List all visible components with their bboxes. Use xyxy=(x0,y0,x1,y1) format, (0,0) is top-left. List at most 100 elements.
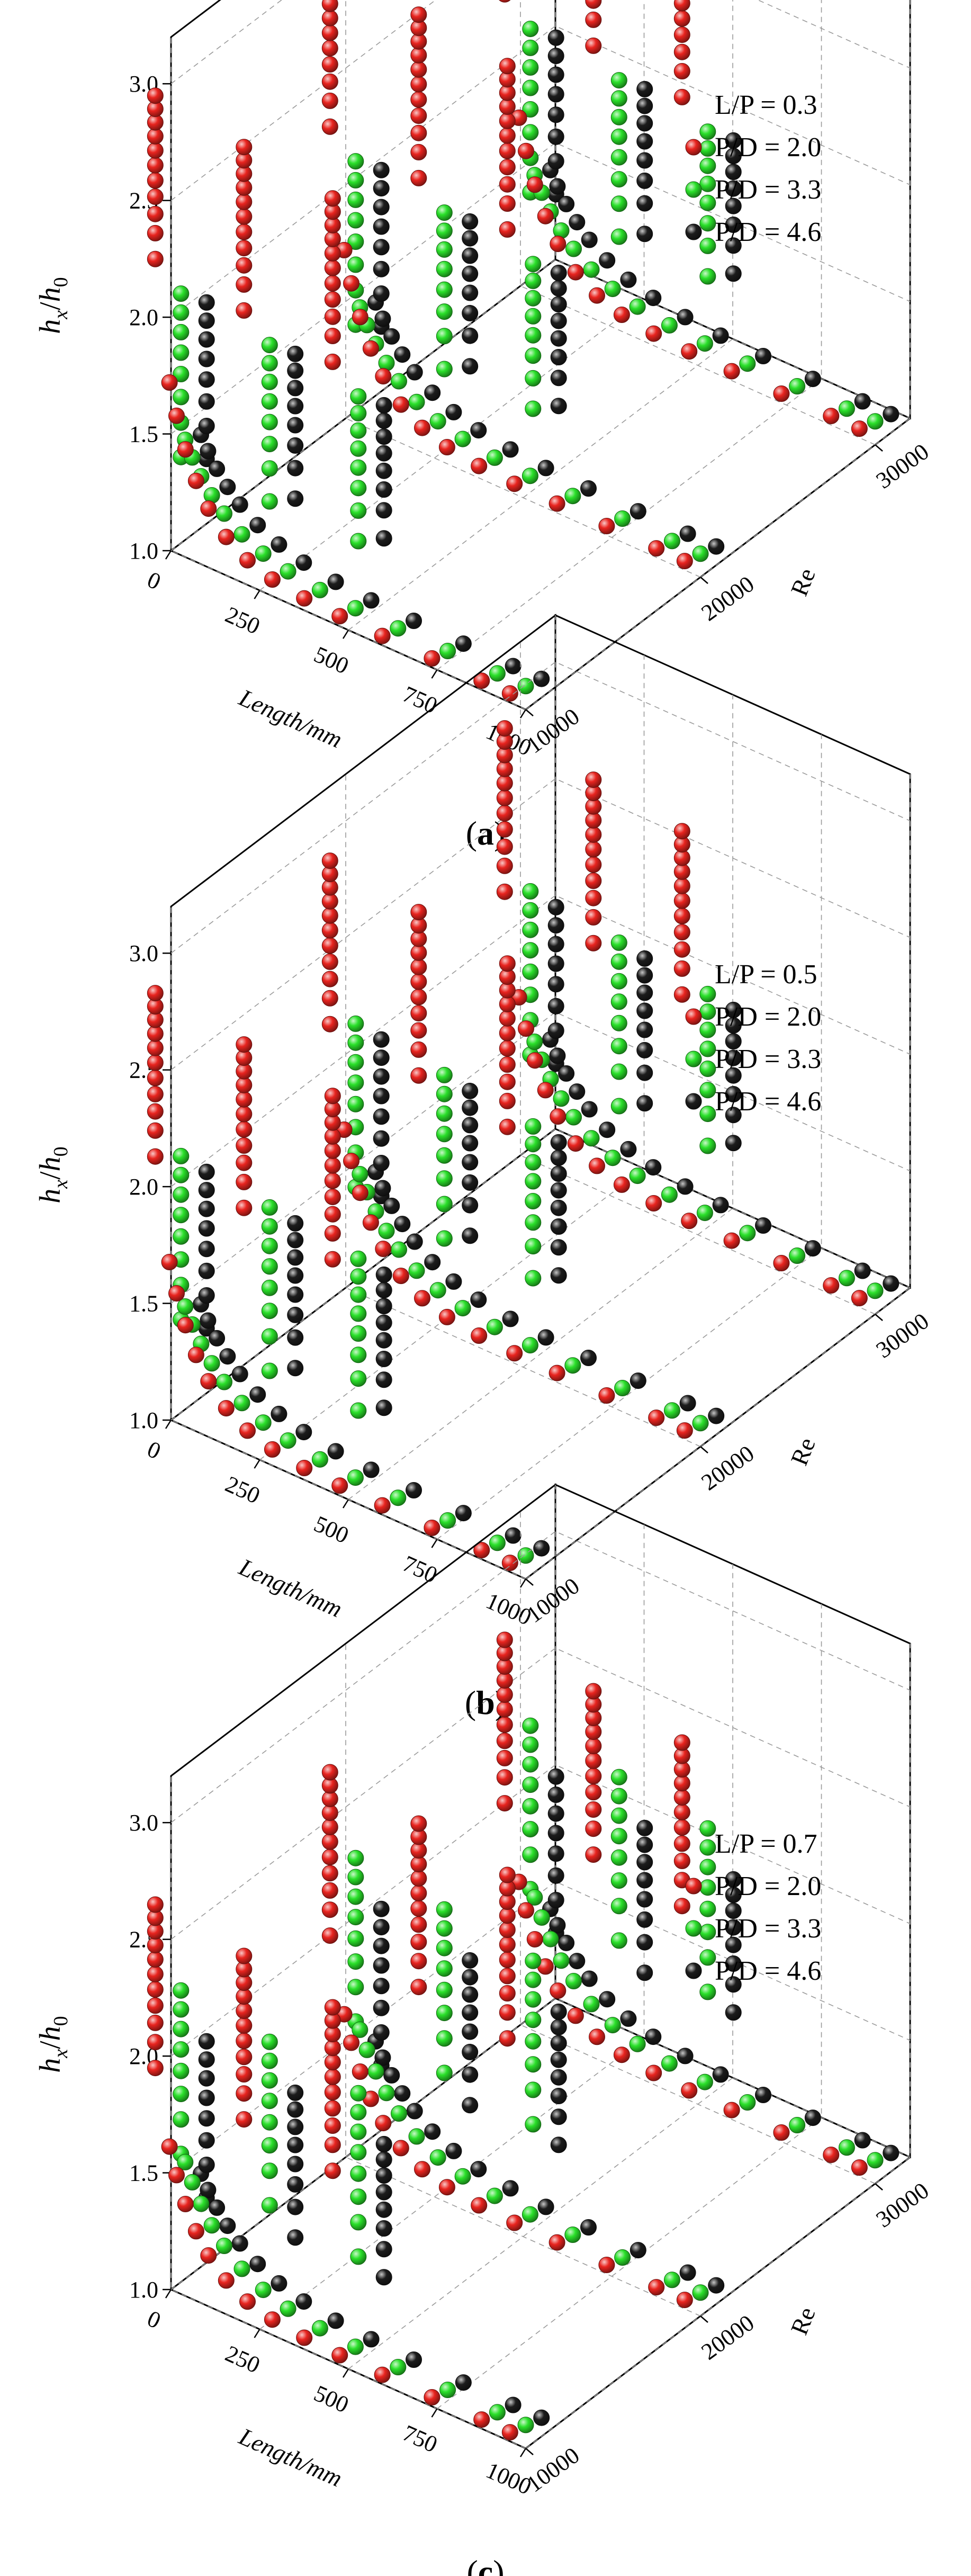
legend-entry: P/D = 3.3 xyxy=(715,175,821,205)
data-point xyxy=(699,140,716,157)
data-point xyxy=(173,2086,190,2103)
data-point xyxy=(789,378,806,394)
data-point xyxy=(522,942,539,959)
data-point xyxy=(436,303,453,320)
data-point xyxy=(375,368,392,385)
data-point xyxy=(455,635,472,652)
data-point xyxy=(525,327,542,344)
data-point xyxy=(522,1756,539,1773)
data-point xyxy=(673,0,690,12)
data-point xyxy=(585,1820,602,1837)
data-point xyxy=(410,76,427,93)
y-axis-label: hx/h0 xyxy=(34,1146,72,1203)
data-point xyxy=(525,1173,542,1190)
data-point xyxy=(261,493,278,510)
data-point xyxy=(408,2128,425,2145)
data-point xyxy=(236,179,253,196)
data-point xyxy=(610,1015,627,1031)
data-point xyxy=(499,1985,516,2001)
data-point xyxy=(725,1067,742,1084)
data-point xyxy=(462,1197,479,1214)
x-tick-mark xyxy=(165,1420,172,1429)
data-point xyxy=(200,2247,217,2264)
data-point xyxy=(198,1182,215,1199)
data-point xyxy=(525,2081,542,2098)
data-point xyxy=(198,2157,215,2173)
data-point xyxy=(699,985,716,1002)
data-point xyxy=(462,1986,479,2003)
data-point xyxy=(712,1197,729,1214)
data-point xyxy=(375,462,392,479)
data-point xyxy=(610,1872,627,1889)
data-point xyxy=(324,1172,341,1189)
data-point xyxy=(699,1879,716,1896)
data-point xyxy=(673,43,690,60)
data-point xyxy=(454,1300,471,1317)
data-point xyxy=(350,533,367,550)
data-point xyxy=(629,1168,646,1184)
data-point xyxy=(712,2066,729,2083)
x-tick-mark xyxy=(431,1539,438,1548)
z-tick-mark xyxy=(525,2448,534,2455)
data-point xyxy=(147,1981,164,1998)
data-point xyxy=(184,2174,201,2191)
data-point xyxy=(533,670,550,687)
data-point xyxy=(581,1101,598,1118)
data-point xyxy=(558,1065,575,1082)
data-point xyxy=(505,658,522,675)
data-points xyxy=(147,0,900,702)
data-point xyxy=(499,955,516,972)
data-point xyxy=(525,1136,542,1153)
x-axis-label: Length/mm xyxy=(235,1553,346,1622)
data-point xyxy=(755,1217,771,1234)
legend-entry: P/D = 4.6 xyxy=(715,217,821,247)
data-point xyxy=(362,1214,379,1231)
data-point xyxy=(436,1901,453,1918)
data-point xyxy=(614,1380,631,1396)
data-point xyxy=(350,1268,367,1285)
z-tick-label: 30000 xyxy=(871,2177,934,2232)
data-point xyxy=(187,1347,204,1363)
data-point xyxy=(585,1767,602,1784)
data-point xyxy=(599,1121,616,1138)
data-point xyxy=(373,1155,390,1171)
data-point xyxy=(198,2110,215,2127)
y-label-sep: / xyxy=(34,302,67,310)
x-gridline xyxy=(259,1524,645,2330)
data-point xyxy=(550,1134,567,1151)
data-point xyxy=(429,413,446,430)
data-point xyxy=(462,1969,479,1986)
data-point xyxy=(522,21,539,38)
data-point xyxy=(373,285,390,302)
data-point xyxy=(789,1247,806,1264)
caption-open: ( xyxy=(465,1684,476,1721)
data-point xyxy=(725,1001,742,1018)
y-tick-label: 1.0 xyxy=(129,538,158,564)
data-point xyxy=(236,2049,253,2066)
y-axis-label: hx/h0 xyxy=(34,277,72,334)
data-point xyxy=(255,1414,272,1431)
data-point xyxy=(347,1850,364,1866)
data-point xyxy=(236,276,253,293)
data-point xyxy=(462,265,479,282)
data-point xyxy=(692,1415,709,1432)
data-point xyxy=(209,2199,226,2216)
data-point xyxy=(375,1314,392,1331)
data-point xyxy=(550,2108,567,2125)
data-point xyxy=(462,1135,479,1152)
data-point xyxy=(147,1025,164,1042)
data-point xyxy=(455,2374,472,2391)
data-point xyxy=(373,2024,390,2041)
data-point xyxy=(550,370,567,387)
data-point xyxy=(236,240,253,257)
data-point xyxy=(462,247,479,264)
data-point xyxy=(454,430,471,447)
data-point xyxy=(408,1262,425,1279)
data-point xyxy=(373,1049,390,1066)
data-point xyxy=(147,2014,164,2031)
y-tick-label: 2.0 xyxy=(129,1174,158,1200)
data-point xyxy=(295,1424,312,1441)
data-point xyxy=(462,2066,479,2083)
data-point xyxy=(236,2017,253,2034)
data-point xyxy=(537,2198,554,2215)
